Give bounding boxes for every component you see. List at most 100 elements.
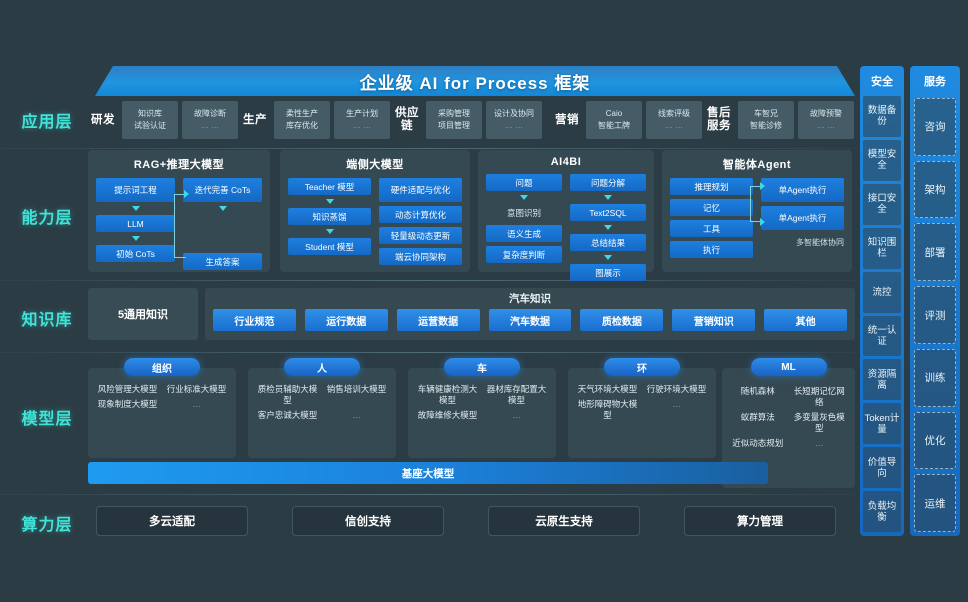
compute-button-xinchuang[interactable]: 信创支持	[292, 506, 444, 536]
flow-node[interactable]: 端云协同架构	[379, 248, 462, 265]
service-item[interactable]: 咨询	[914, 98, 956, 156]
app-group-rd[interactable]: 研发 知识库 试验认证 故障诊断 … …	[88, 98, 240, 142]
flow-node[interactable]: 问题分解	[570, 174, 646, 191]
app-cell[interactable]: 车智兄 智能诊修	[738, 101, 794, 139]
model-item: 销售培训大模型	[326, 384, 387, 394]
security-item[interactable]: 接口安全	[863, 183, 901, 225]
model-item: 车辆健康检测大模型	[417, 384, 478, 405]
arrow-down-icon	[604, 195, 612, 200]
flow-node[interactable]: LLM	[96, 215, 175, 232]
app-cell[interactable]: 柔性生产 库存优化	[274, 101, 330, 139]
arrow-right-icon	[184, 190, 189, 198]
flow-node[interactable]: 单Agent执行	[761, 178, 844, 202]
model-card-pill: 组织	[124, 358, 200, 376]
flow-node[interactable]: 轻量级动态更新	[379, 227, 462, 244]
model-card-people[interactable]: 人 质检员辅助大模型 销售培训大模型 客户忠诚大模型 …	[248, 358, 396, 458]
flow-node[interactable]: 复杂度判断	[486, 246, 562, 263]
flow-node[interactable]: 记忆	[670, 199, 753, 216]
flow-node[interactable]: 生成答案	[183, 253, 262, 270]
model-item: …	[352, 410, 361, 420]
service-item[interactable]: 评测	[914, 286, 956, 344]
knowledge-chip[interactable]: 其他	[764, 309, 848, 331]
model-card-environment[interactable]: 环 天气环境大模型 行驶环境大模型 地形障碍物大模型 …	[568, 358, 716, 458]
app-group-name: 研发	[91, 113, 115, 126]
security-item[interactable]: Token计量	[863, 403, 901, 445]
flow-node[interactable]: 初始 CoTs	[96, 245, 175, 262]
capability-card-rag[interactable]: RAG+推理大模型 提示词工程 LLM 初始 CoTs 迭代完善 CoTs 生成…	[88, 150, 270, 272]
flow-node[interactable]: 总结结果	[570, 234, 646, 251]
knowledge-chip[interactable]: 汽车数据	[488, 309, 572, 331]
app-cell[interactable]: 采购管理 项目管理	[426, 101, 482, 139]
app-cell[interactable]: 线索评级 … …	[646, 101, 702, 139]
app-cell[interactable]: 生产计划 … …	[334, 101, 390, 139]
app-group-supply-chain[interactable]: 供应链 采购管理 项目管理 设计及协同 … …	[392, 98, 552, 142]
arrow-right-icon	[760, 218, 765, 226]
app-cell[interactable]: 设计及协同 … …	[486, 101, 542, 139]
base-model-bar[interactable]: 基座大模型	[88, 462, 768, 484]
model-item: …	[512, 410, 521, 420]
layer-label-compute: 算力层	[21, 517, 73, 534]
capability-card-edge-model[interactable]: 端侧大模型 Teacher 模型 知识蒸馏 Student 模型 硬件适配与优化…	[280, 150, 470, 272]
service-item[interactable]: 优化	[914, 411, 956, 470]
compute-button-multicloud[interactable]: 多云适配	[96, 506, 248, 536]
app-cell[interactable]: 故障预警 … …	[798, 101, 854, 139]
compute-button-compute-mgmt[interactable]: 算力管理	[684, 506, 836, 536]
model-card-organization[interactable]: 组织 风险管理大模型 行业标准大模型 现象制度大模型 …	[88, 358, 236, 458]
knowledge-general-box[interactable]: 5通用知识	[88, 288, 198, 340]
model-card-vehicle[interactable]: 车 车辆健康检测大模型 器材库存配置大模型 故障维修大模型 …	[408, 358, 556, 458]
security-item[interactable]: 流控	[863, 271, 901, 313]
capability-card-agent[interactable]: 智能体Agent 推理规划 记忆 工具 执行 单Agent执行 单Agent执行…	[662, 150, 852, 272]
flow-node[interactable]: Text2SQL	[570, 204, 646, 221]
security-item[interactable]: 统一认证	[863, 315, 901, 357]
flow-node[interactable]: 提示词工程	[96, 178, 175, 202]
service-item[interactable]: 架构	[914, 160, 956, 219]
knowledge-chip[interactable]: 运行数据	[304, 309, 388, 331]
flow-node[interactable]: 工具	[670, 220, 753, 237]
flow-node[interactable]: 硬件适配与优化	[379, 178, 462, 202]
service-item[interactable]: 运维	[914, 474, 956, 533]
security-column: 安全 数据备份 模型安全 接口安全 知识围栏 流控 统一认证 资源隔离 Toke…	[860, 66, 904, 536]
security-item[interactable]: 知识围栏	[863, 227, 901, 269]
app-cell[interactable]: Caio 智能工牌	[586, 101, 642, 139]
knowledge-chip[interactable]: 质检数据	[580, 309, 664, 331]
security-item[interactable]: 资源隔离	[863, 359, 901, 401]
flow-node[interactable]: 单Agent执行	[761, 206, 844, 230]
flow-node[interactable]: 动态计算优化	[379, 206, 462, 223]
flow-node[interactable]: Student 模型	[288, 238, 371, 255]
model-item: 客户忠诚大模型	[257, 410, 318, 420]
service-item[interactable]: 训练	[914, 348, 956, 407]
flow-node[interactable]: 知识蒸馏	[288, 208, 371, 225]
flow-node[interactable]: 推理规划	[670, 178, 753, 195]
flow-node[interactable]: 执行	[670, 241, 753, 258]
flow-node[interactable]: 图展示	[570, 264, 646, 281]
capability-card-ai4bi[interactable]: AI4BI 问题 意图识别 语义生成 复杂度判断 问题分解 Text2SQL 总…	[478, 150, 654, 281]
page-title: 企业级 AI for Process 框架	[359, 73, 591, 93]
security-item[interactable]: 价值导向	[863, 447, 901, 489]
security-item[interactable]: 模型安全	[863, 139, 901, 181]
security-item[interactable]: 负载均衡	[863, 491, 901, 533]
arrow-down-icon	[520, 195, 528, 200]
app-group-name: 售后服务	[707, 107, 731, 132]
flow-node[interactable]: 意图识别	[506, 207, 541, 218]
flow-node[interactable]: 问题	[486, 174, 562, 191]
knowledge-chip[interactable]: 营销知识	[672, 309, 756, 331]
app-cell[interactable]: 故障诊断 … …	[182, 101, 238, 139]
layer-label-knowledge: 知识库	[21, 312, 73, 329]
security-item[interactable]: 数据备份	[863, 96, 901, 137]
flow-node[interactable]: Teacher 模型	[288, 178, 371, 195]
app-cell[interactable]: 知识库 试验认证	[122, 101, 178, 139]
model-item: 器材库存配置大模型	[486, 384, 547, 405]
model-item: 行业标准大模型	[166, 384, 227, 394]
model-item: …	[672, 399, 681, 409]
service-item[interactable]: 部署	[914, 223, 956, 282]
security-column-title: 安全	[871, 76, 893, 88]
app-group-name: 生产	[243, 113, 267, 126]
knowledge-chip[interactable]: 运营数据	[396, 309, 480, 331]
flow-node[interactable]: 语义生成	[486, 225, 562, 242]
flow-node[interactable]: 迭代完善 CoTs	[183, 178, 262, 202]
compute-button-cloudnative[interactable]: 云原生支持	[488, 506, 640, 536]
knowledge-chip[interactable]: 行业规范	[213, 309, 296, 331]
app-group-aftersales[interactable]: 售后服务 车智兄 智能诊修 故障预警 … …	[704, 98, 854, 142]
app-group-production[interactable]: 生产 柔性生产 库存优化 生产计划 … …	[240, 98, 392, 142]
app-group-marketing[interactable]: 营销 Caio 智能工牌 线索评级 … …	[552, 98, 704, 142]
